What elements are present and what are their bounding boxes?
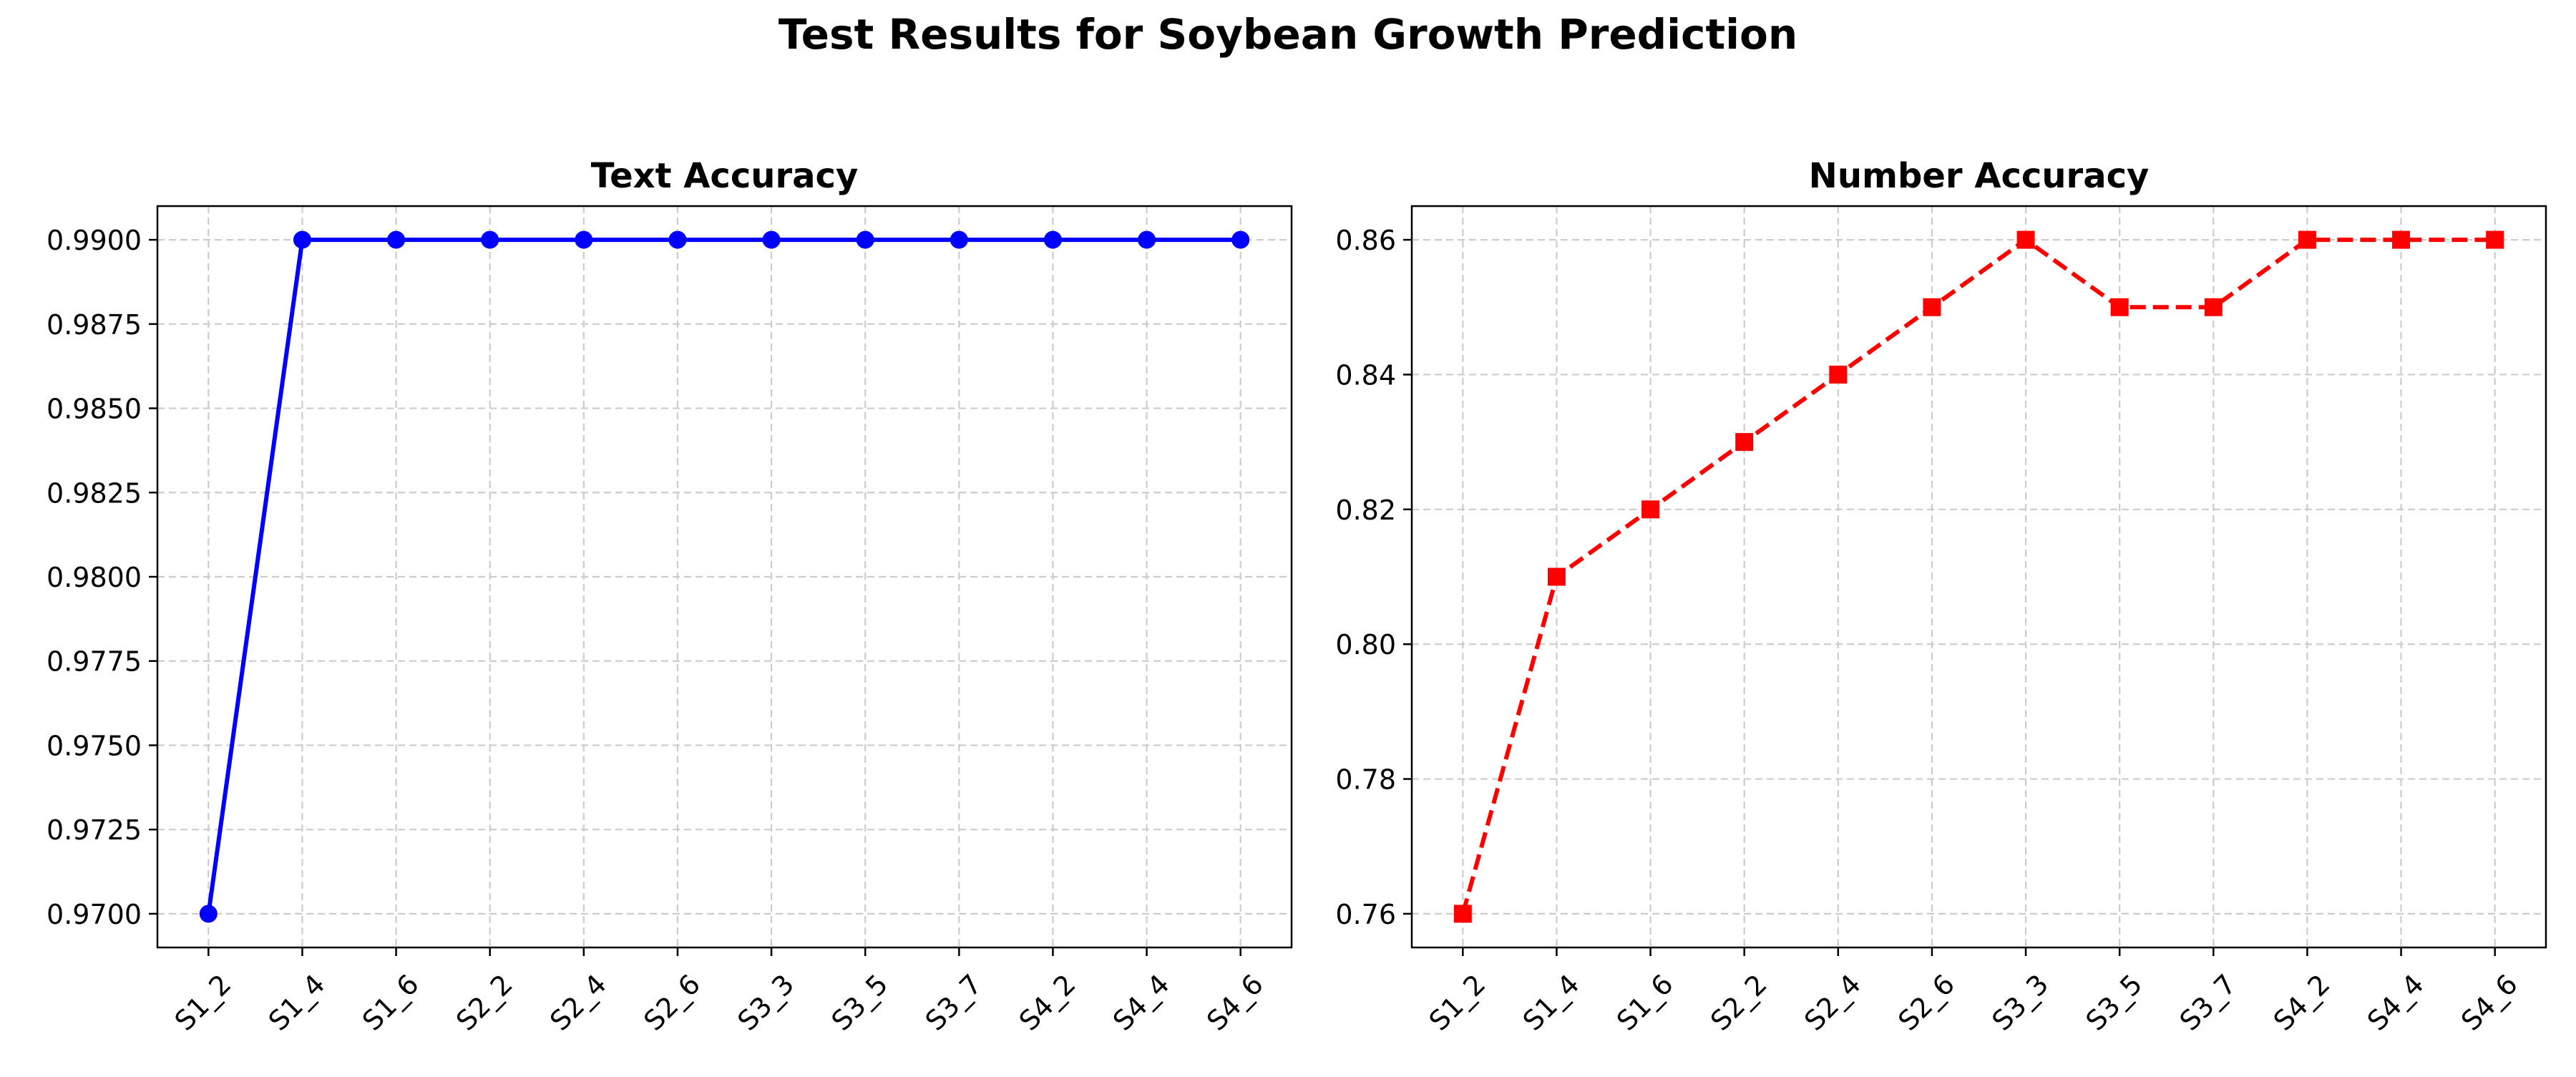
x-tick-label: S2_2	[1704, 968, 1773, 1037]
y-tick-label: 0.86	[1335, 225, 1396, 256]
series-line	[206, 238, 1241, 915]
data-point	[1453, 905, 1472, 923]
x-tick-label: S4_2	[2268, 968, 2336, 1037]
series-line	[1460, 238, 2495, 915]
x-tick-label: S1_2	[169, 968, 238, 1037]
data-point	[387, 230, 406, 249]
subplot-title: Text Accuracy	[591, 156, 859, 196]
data-point	[668, 230, 687, 249]
data-point	[856, 230, 874, 249]
x-tick-label: S1_2	[1423, 968, 1492, 1037]
y-tick-label: 0.9700	[47, 899, 142, 930]
data-point	[2110, 298, 2129, 316]
x-tick-label: S1_6	[356, 968, 425, 1037]
data-point	[2298, 230, 2316, 249]
x-tick-label: S2_4	[1798, 968, 1867, 1037]
data-point	[1231, 230, 1250, 249]
data-point	[1547, 567, 1566, 586]
x-tick-label: S2_6	[1892, 968, 1961, 1037]
data-point	[1923, 298, 1941, 316]
figure-title: Test Results for Soybean Growth Predicti…	[778, 10, 1798, 59]
y-tick-label: 0.82	[1335, 494, 1396, 526]
y-tick-label: 0.9775	[47, 646, 142, 678]
x-tick-label: S3_3	[1986, 968, 2054, 1037]
x-tick-label: S2_2	[450, 968, 519, 1037]
x-tick-label: S4_2	[1013, 968, 1082, 1037]
x-tick-label: S1_4	[263, 968, 331, 1037]
data-point	[1138, 230, 1156, 249]
data-point	[2486, 230, 2504, 249]
data-point	[2204, 298, 2223, 316]
x-tick-label: S1_4	[1517, 968, 1586, 1037]
data-point	[1735, 433, 1754, 452]
subplot-title: Number Accuracy	[1809, 156, 2150, 196]
plot-frame	[1410, 205, 2547, 949]
y-tick-label: 0.9850	[47, 394, 142, 425]
data-point	[293, 230, 311, 249]
chart-panel-1: Text Accuracy 0.9700 0.9725 0.9750 0.9775 0.9…	[47, 156, 1293, 1037]
x-tick-label: S4_4	[1107, 968, 1176, 1037]
x-tick-label: S1_6	[1611, 968, 1679, 1037]
chart-panel-2: Number Accuracy 0.76 0.78 0.80 0.82 0.84 0.86 S…	[1335, 156, 2547, 1037]
x-tick-label: S3_3	[731, 968, 800, 1037]
data-point	[1829, 365, 1848, 384]
data-point	[950, 230, 968, 249]
x-tick-label: S3_5	[2080, 968, 2149, 1037]
data-point	[2392, 230, 2411, 249]
data-point	[481, 230, 499, 249]
y-tick-label: 0.9825	[47, 477, 142, 509]
y-tick-label: 0.78	[1335, 764, 1396, 796]
y-tick-label: 0.80	[1335, 629, 1396, 661]
data-point	[1641, 500, 1660, 519]
data-point	[575, 230, 593, 249]
y-tick-label: 0.84	[1335, 359, 1396, 391]
y-tick-label: 0.9750	[47, 730, 142, 761]
y-tick-label: 0.9875	[47, 309, 142, 341]
data-point	[1043, 230, 1062, 249]
x-tick-label: S3_7	[2174, 968, 2243, 1037]
x-tick-label: S4_6	[2455, 968, 2524, 1037]
x-tick-label: S2_4	[544, 968, 613, 1037]
x-tick-label: S3_7	[919, 968, 988, 1037]
data-point	[2016, 230, 2035, 249]
x-tick-label: S3_5	[826, 968, 894, 1037]
y-tick-label: 0.76	[1335, 899, 1396, 930]
x-tick-label: S4_4	[2361, 968, 2430, 1037]
y-tick-label: 0.9725	[47, 814, 142, 846]
data-point	[762, 230, 781, 249]
data-point	[199, 905, 218, 923]
y-tick-label: 0.9900	[47, 225, 142, 256]
x-tick-label: S4_6	[1201, 968, 1269, 1037]
y-tick-label: 0.9800	[47, 562, 142, 593]
x-tick-label: S2_6	[638, 968, 706, 1037]
